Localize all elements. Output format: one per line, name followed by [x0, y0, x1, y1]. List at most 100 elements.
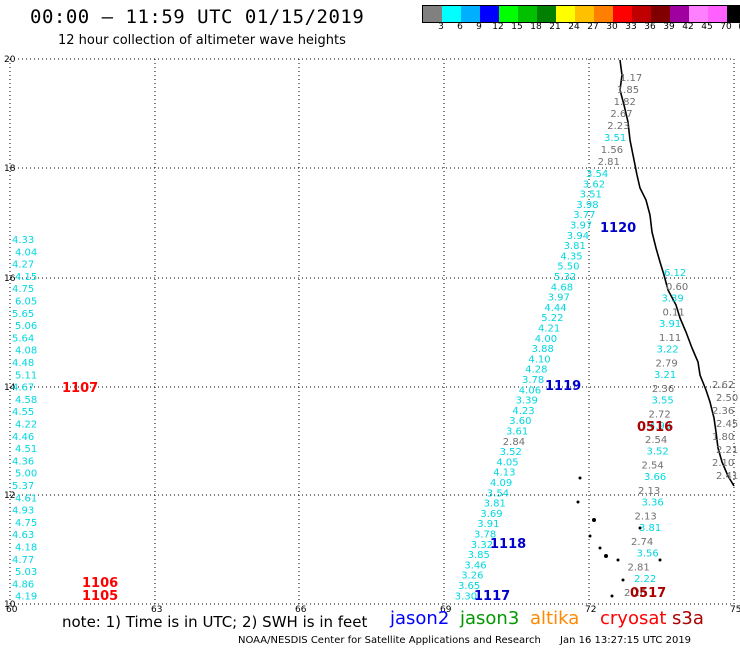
wave-height-value: 4.36	[12, 456, 34, 467]
legend-swatch	[708, 6, 727, 22]
wave-height-value: 3.22	[657, 345, 679, 356]
legend-swatch	[670, 6, 689, 22]
wave-height-value: 3.54	[586, 169, 608, 180]
x-tick-label: 66	[295, 605, 307, 615]
wave-height-value: 2.50	[716, 393, 738, 404]
wave-height-value: 3.98	[576, 200, 598, 211]
wave-height-value: 4.48	[12, 358, 34, 369]
wave-height-value: 3.39	[662, 294, 684, 305]
wave-height-value: 1.82	[614, 97, 636, 108]
grid-lines	[9, 58, 735, 605]
wave-height-value: 3.97	[570, 221, 592, 232]
wave-height-value: 4.19	[15, 592, 37, 603]
pass-time-label: 1120	[600, 221, 636, 236]
wave-height-value: 4.21	[538, 324, 560, 335]
wave-height-value: 4.27	[12, 260, 34, 271]
legend-label: 33	[625, 22, 637, 32]
wave-height-value: 4.77	[12, 555, 34, 566]
wave-height-value: 2.81	[598, 157, 620, 168]
wave-height-value: 6.05	[15, 297, 37, 308]
wave-height-value: 4.18	[15, 543, 37, 554]
wave-height-value: 4.04	[15, 247, 37, 258]
legend-swatch	[480, 6, 499, 22]
wave-height-value: 5.65	[12, 309, 34, 320]
legend-swatch	[689, 6, 708, 22]
legend-swatch	[537, 6, 556, 22]
pass-time-label: 0516	[637, 420, 673, 435]
wave-height-value: 2.10	[712, 458, 734, 469]
wave-height-value: 3.81	[564, 241, 586, 252]
legend-label: 9	[476, 22, 482, 32]
wave-height-value: 4.23	[512, 406, 534, 417]
legend-label: 42	[682, 22, 694, 32]
wave-height-value: 4.33	[12, 235, 34, 246]
wave-height-value: 2.79	[656, 359, 678, 370]
wave-height-values: 4.334.044.274.154.756.055.655.065.644.08…	[12, 73, 738, 603]
wave-height-value: 2.21	[716, 445, 738, 456]
wave-height-value: 4.63	[12, 530, 34, 541]
wave-height-value: 3.77	[573, 210, 595, 221]
wave-height-value: 1.56	[601, 145, 623, 156]
legend-swatch	[518, 6, 537, 22]
wave-height-value: 2.36	[712, 406, 734, 417]
wave-height-value: 4.58	[15, 395, 37, 406]
wave-height-value: 4.05	[496, 457, 518, 468]
legend-swatch	[499, 6, 518, 22]
x-tick-label: 72	[585, 605, 596, 615]
wave-height-value: 5.32	[554, 272, 576, 283]
wave-height-value: 3.30	[455, 591, 477, 602]
satellite-cryosat: cryosat	[600, 608, 667, 629]
wave-height-value: 3.65	[458, 581, 480, 592]
legend-swatch	[423, 6, 442, 22]
wave-height-value: 3.91	[659, 319, 681, 330]
wave-height-value: 4.93	[12, 506, 34, 517]
wave-height-value: 3.51	[604, 133, 626, 144]
wave-height-value: 4.75	[12, 284, 34, 295]
legend-label: 12	[492, 22, 504, 32]
legend-label: 30	[606, 22, 618, 32]
wave-height-value: 2.62	[712, 380, 734, 391]
x-tick-label: 63	[151, 605, 162, 615]
legend-label: 27	[587, 22, 599, 32]
legend-label: 45	[701, 22, 713, 32]
wave-height-value: 3.94	[567, 231, 589, 242]
legend-label: (ft)	[738, 22, 740, 32]
legend-label: 18	[530, 22, 542, 32]
wave-height-value: 2.13	[635, 512, 657, 523]
wave-height-value: 3.81	[484, 499, 506, 510]
y-tick-label: 12	[4, 491, 15, 501]
legend-swatch	[727, 6, 740, 22]
wave-height-value: 4.22	[15, 420, 37, 431]
wave-height-value: 3.52	[500, 447, 522, 458]
wave-height-value: 1.85	[617, 85, 639, 96]
wave-height-value: 0.11	[663, 308, 685, 319]
wave-height-value: 5.03	[15, 567, 37, 578]
wave-height-value: 3.85	[468, 550, 490, 561]
wave-height-value: 4.68	[551, 282, 573, 293]
wave-height-value: 3.55	[652, 396, 674, 407]
wave-height-value: 3.54	[487, 488, 509, 499]
wave-height-value: 4.10	[528, 354, 550, 365]
legend-label: 36	[644, 22, 656, 32]
x-tick-label: 75	[730, 605, 740, 615]
wave-height-value: 2.36	[652, 384, 674, 395]
wave-height-value: 1.17	[620, 73, 642, 84]
wave-height-value: 6.12	[664, 268, 686, 279]
wave-height-value: 5.37	[12, 481, 34, 492]
wave-height-value: 4.67	[12, 383, 34, 394]
wave-height-value: 4.09	[490, 478, 512, 489]
legend-swatch	[461, 6, 480, 22]
wave-height-value: 0.60	[666, 282, 688, 293]
wave-height-value: 2.26	[624, 588, 646, 599]
credit-line: NOAA/NESDIS Center for Satellite Applica…	[238, 635, 541, 646]
wave-height-value: 3.91	[477, 519, 499, 530]
wave-height-value: 3.78	[522, 375, 544, 386]
wave-height-value: 3.60	[509, 416, 531, 427]
wave-height-value: 2.74	[631, 537, 653, 548]
wave-height-value: 2.45	[716, 419, 738, 430]
wave-height-value: 5.00	[15, 469, 37, 480]
timestamp: Jan 16 13:27:15 UTC 2019	[560, 635, 692, 646]
page-subtitle: 12 hour collection of altimeter wave hei…	[58, 33, 346, 48]
